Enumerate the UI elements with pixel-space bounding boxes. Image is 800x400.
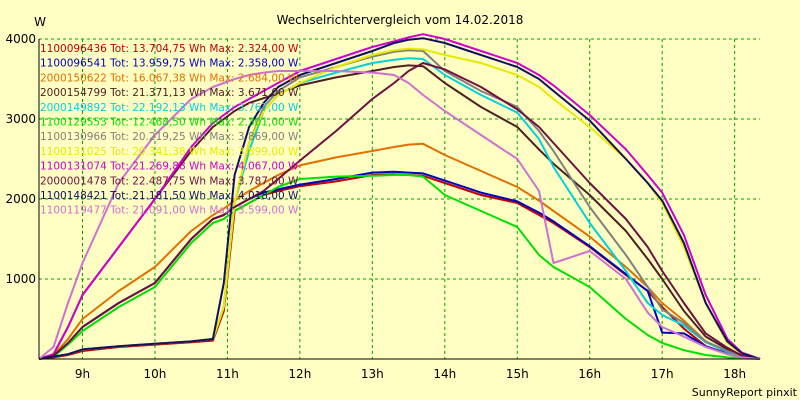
legend-entry-1100096436: 1100096436 Tot: 13.704,75 Wh Max: 2.324,… xyxy=(40,43,299,55)
x-tick-label: 12h xyxy=(288,367,311,381)
legend-entry-1100119477: 1100119477 Tot: 21.091,00 Wh Max: 3.599,… xyxy=(40,205,299,217)
x-tick-label: 15h xyxy=(506,367,529,381)
y-tick-label: 1000 xyxy=(5,272,36,286)
x-tick-label: 18h xyxy=(723,367,746,381)
legend-entry-1100131074: 1100131074 Tot: 21.269,88 Wh Max: 4.067,… xyxy=(40,161,299,173)
footer-label: SunnyReport pinxit xyxy=(692,386,798,399)
x-tick-labels: 9h 10h 11h 12h 13h 14h 15h 16h 17h 18h xyxy=(75,367,746,381)
series-line-2000150622 xyxy=(38,142,761,360)
series-lines xyxy=(38,33,761,360)
legend-entry-2000154799: 2000154799 Tot: 21.371,13 Wh Max: 3.671,… xyxy=(40,87,299,99)
series-line-1100131074 xyxy=(38,33,761,360)
legend-entry-1100148421: 1100148421 Tot: 21.181,50 Wh Max: 4.018,… xyxy=(40,190,299,202)
legend-entry-1100130966: 1100130966 Tot: 20.219,25 Wh Max: 3.869,… xyxy=(40,131,299,143)
x-tick-label: 9h xyxy=(75,367,90,381)
legend-entry-1100129553: 1100129553 Tot: 12.468,50 Wh Max: 2.301,… xyxy=(40,117,299,129)
x-tick-label: 16h xyxy=(578,367,601,381)
legend: 1100096436 Tot: 13.704,75 Wh Max: 2.324,… xyxy=(40,43,299,217)
series-line-1100148421 xyxy=(38,37,761,360)
legend-entry-2000001478: 2000001478 Tot: 22.487,75 Wh Max: 3.787,… xyxy=(40,175,299,187)
legend-entry-2000149892: 2000149892 Tot: 22.192,13 Wh Max: 3.767,… xyxy=(40,102,299,114)
series-line-1100129553 xyxy=(38,174,761,360)
x-tick-label: 13h xyxy=(361,367,384,381)
series-line-1100119477 xyxy=(38,70,761,360)
y-tick-label: 2000 xyxy=(5,192,36,206)
legend-entry-1100131025: 1100131025 Tot: 20.341,38 Wh Max: 3.899,… xyxy=(40,146,299,158)
y-tick-labels: 1000 2000 3000 4000 xyxy=(5,32,36,286)
x-tick-label: 11h xyxy=(216,367,239,381)
legend-entry-1100096541: 1100096541 Tot: 13.959,75 Wh Max: 2.358,… xyxy=(40,58,299,70)
series-line-2000001478 xyxy=(38,62,761,360)
x-tick-label: 14h xyxy=(433,367,456,381)
y-axis-label: W xyxy=(34,15,46,29)
legend-entry-2000150622: 2000150622 Tot: 16.067,38 Wh Max: 2.684,… xyxy=(40,72,299,84)
x-tick-label: 10h xyxy=(144,367,167,381)
chart-title: Wechselrichtervergleich vom 14.02.2018 xyxy=(277,13,524,27)
y-tick-label: 3000 xyxy=(5,112,36,126)
x-tick-label: 17h xyxy=(651,367,674,381)
y-tick-label: 4000 xyxy=(5,32,36,46)
